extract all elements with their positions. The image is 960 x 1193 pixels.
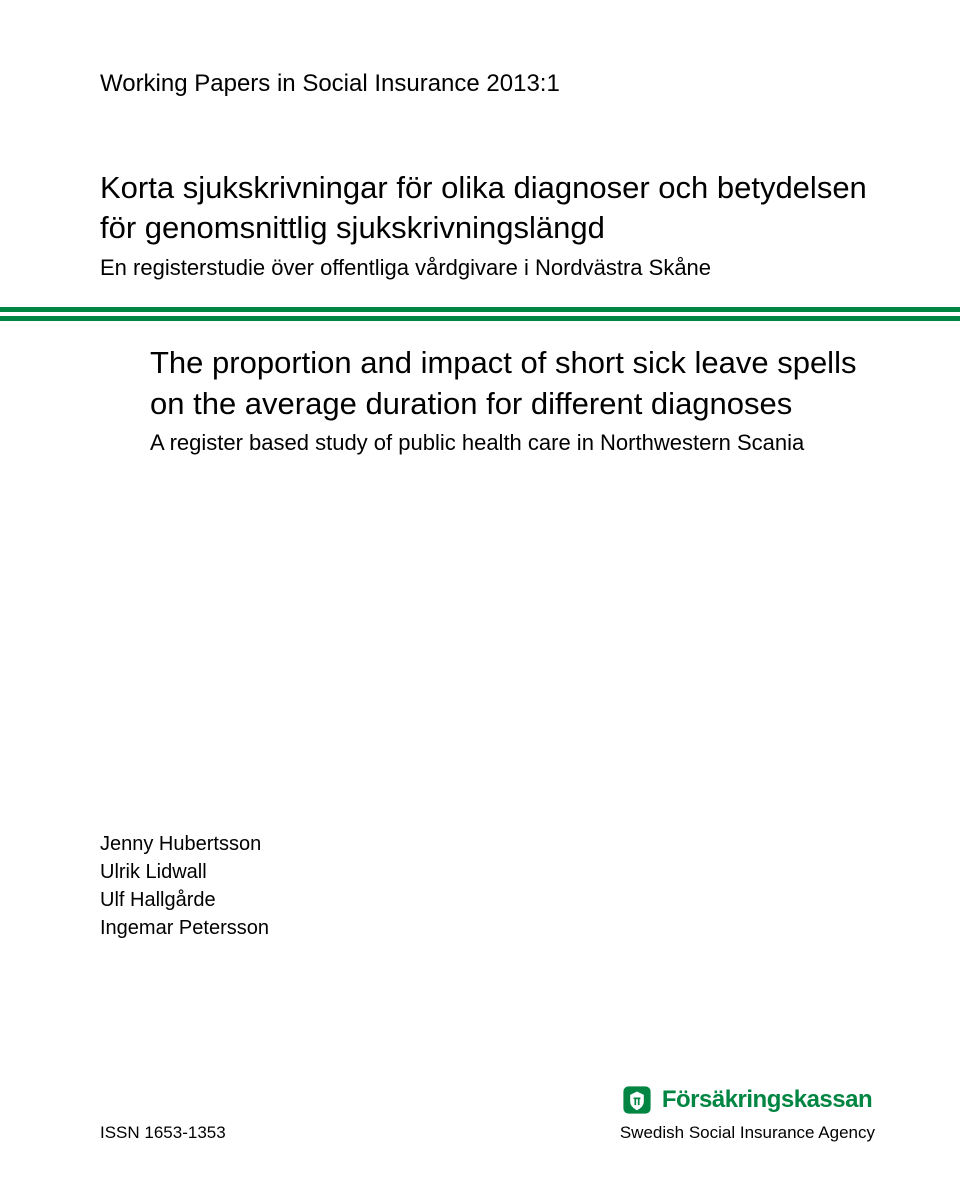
agency-block: Försäkringskassan Swedish Social Insuran… (620, 1083, 875, 1143)
page-container: Working Papers in Social Insurance 2013:… (0, 0, 960, 1193)
divider-line-bottom (0, 316, 960, 321)
authors-list: Jenny Hubertsson Ulrik Lidwall Ulf Hallg… (100, 831, 875, 943)
author-name: Ulf Hallgårde (100, 887, 875, 913)
series-header: Working Papers in Social Insurance 2013:… (100, 70, 875, 98)
author-name: Ingemar Petersson (100, 915, 875, 941)
agency-name: Swedish Social Insurance Agency (620, 1123, 875, 1143)
footer: ISSN 1653-1353 Försäkringskassan Swedish… (100, 1083, 875, 1143)
title-swedish: Korta sjukskrivningar för olika diagnose… (100, 168, 875, 249)
english-block: The proportion and impact of short sick … (100, 343, 875, 457)
author-name: Jenny Hubertsson (100, 831, 875, 857)
spacer (100, 458, 875, 831)
title-english: The proportion and impact of short sick … (150, 343, 875, 424)
logo-text: Försäkringskassan (662, 1086, 872, 1114)
subtitle-english: A register based study of public health … (150, 428, 875, 458)
author-name: Ulrik Lidwall (100, 859, 875, 885)
issn-label: ISSN 1653-1353 (100, 1123, 226, 1143)
agency-logo: Försäkringskassan (620, 1083, 872, 1117)
forsakringskassan-icon (620, 1083, 654, 1117)
subtitle-swedish: En registerstudie över offentliga vårdgi… (100, 253, 875, 283)
